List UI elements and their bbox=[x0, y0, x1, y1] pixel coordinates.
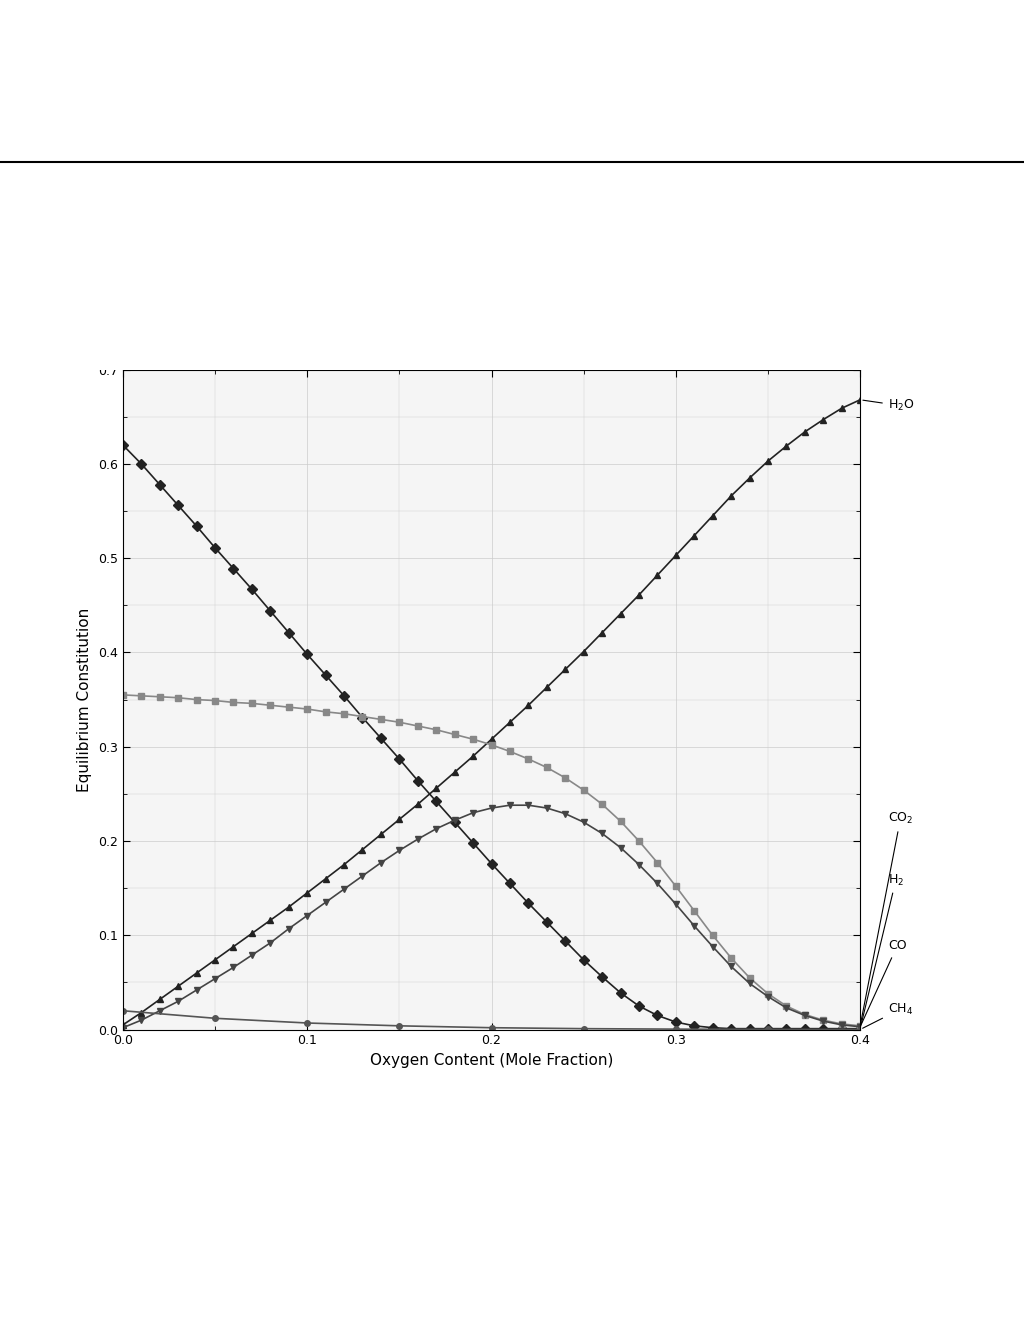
Text: CH$_4$: CH$_4$ bbox=[862, 1002, 913, 1028]
Text: CO$_2$: CO$_2$ bbox=[861, 812, 913, 1023]
Text: H$_2$O: H$_2$O bbox=[863, 399, 914, 413]
Text: CO: CO bbox=[861, 940, 906, 1024]
Title: 600°C  Cond1 Line 10 atm: 600°C Cond1 Line 10 atm bbox=[399, 350, 584, 364]
Y-axis label: Equilibrium Constitution: Equilibrium Constitution bbox=[78, 607, 92, 792]
Text: FIG 31: FIG 31 bbox=[477, 268, 547, 286]
Text: US 12/003,552 A1: US 12/003,552 A1 bbox=[787, 40, 901, 53]
Text: Jan. 5, 2012   Sheet 31 of 36: Jan. 5, 2012 Sheet 31 of 36 bbox=[341, 40, 519, 53]
Text: H$_2$: H$_2$ bbox=[861, 873, 904, 1026]
Text: Patent Application Publication: Patent Application Publication bbox=[72, 40, 258, 53]
X-axis label: Oxygen Content (Mole Fraction): Oxygen Content (Mole Fraction) bbox=[370, 1053, 613, 1068]
